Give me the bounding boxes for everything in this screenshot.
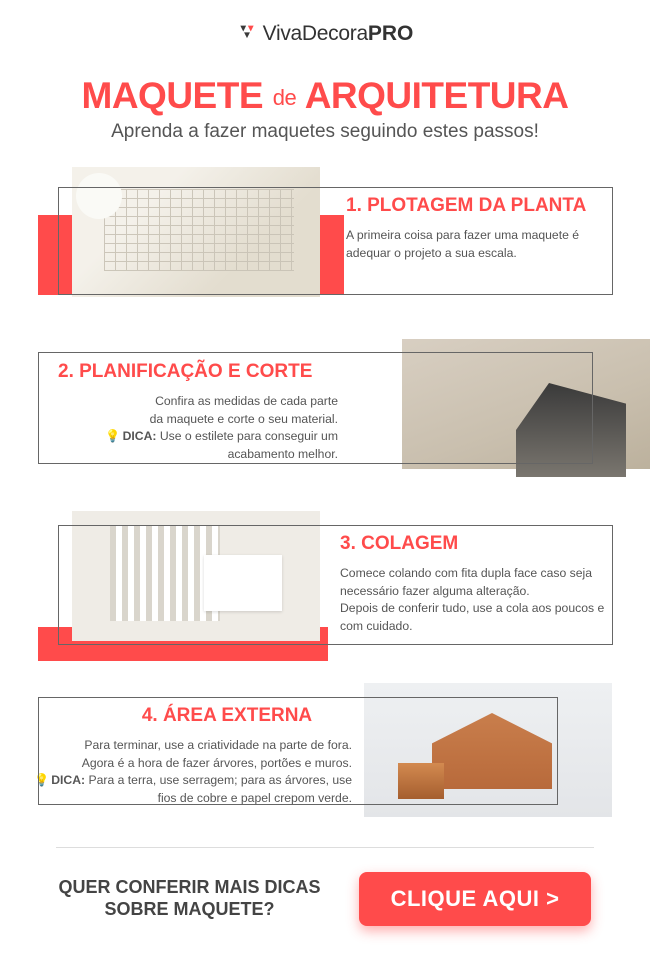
- step-text: 2. PLANIFICAÇÃO E CORTE Confira as medid…: [38, 361, 338, 464]
- step-4: 4. ÁREA EXTERNA Para terminar, use a cri…: [0, 683, 650, 833]
- step-body: Confira as medidas de cada parte da maqu…: [38, 393, 338, 464]
- step-image-model: [72, 511, 320, 641]
- step-1: 1. PLOTAGEM DA PLANTA A primeira coisa p…: [0, 167, 650, 327]
- step-image-house: [364, 683, 612, 817]
- lightbulb-icon: 💡: [105, 429, 120, 443]
- lightbulb-icon: 💡: [34, 773, 49, 787]
- cta-question: QUER CONFERIR MAIS DICASSOBRE MAQUETE?: [59, 877, 321, 920]
- brand-logo: VivaDecoraPRO: [237, 22, 414, 46]
- step-text: 4. ÁREA EXTERNA Para terminar, use a cri…: [32, 705, 352, 808]
- step-image-blueprint: [72, 167, 320, 297]
- step-3: 3. COLAGEM Comece colando com fita dupla…: [0, 511, 650, 671]
- page-subtitle: Aprenda a fazer maquetes seguindo estes …: [0, 121, 650, 143]
- step-heading: 4. ÁREA EXTERNA: [32, 705, 352, 727]
- steps-list: 1. PLOTAGEM DA PLANTA A primeira coisa p…: [0, 167, 650, 833]
- cta-button[interactable]: CLIQUE AQUI >: [359, 872, 592, 926]
- step-2: 2. PLANIFICAÇÃO E CORTE Confira as medid…: [0, 339, 650, 499]
- logo-text: VivaDecoraPRO: [263, 22, 414, 46]
- step-text: 3. COLAGEM Comece colando com fita dupla…: [340, 533, 618, 636]
- step-image-cutting: [402, 339, 650, 469]
- step-body: A primeira coisa para fazer uma maquete …: [346, 227, 611, 262]
- step-heading: 2. PLANIFICAÇÃO E CORTE: [38, 361, 338, 383]
- step-body: Para terminar, use a criatividade na par…: [32, 737, 352, 808]
- step-body: Comece colando com fita dupla face caso …: [340, 565, 618, 636]
- page-title: MAQUETE de ARQUITETURA: [0, 75, 650, 117]
- header: VivaDecoraPRO MAQUETE de ARQUITETURA Apr…: [0, 0, 650, 143]
- step-text: 1. PLOTAGEM DA PLANTA A primeira coisa p…: [346, 195, 611, 262]
- cta-row: QUER CONFERIR MAIS DICASSOBRE MAQUETE? C…: [0, 872, 650, 926]
- step-heading: 3. COLAGEM: [340, 533, 618, 555]
- divider: [56, 847, 594, 848]
- step-heading: 1. PLOTAGEM DA PLANTA: [346, 195, 611, 217]
- logo-icon: [237, 24, 257, 44]
